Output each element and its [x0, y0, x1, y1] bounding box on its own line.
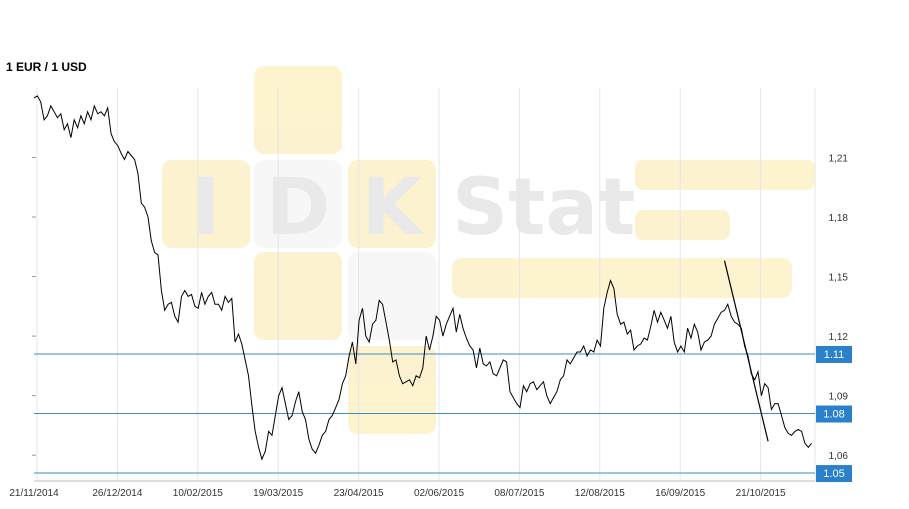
watermark-block [348, 346, 436, 434]
series-line [33, 95, 812, 461]
reference-tag-label: 1.08 [823, 409, 844, 421]
watermark-block [254, 160, 342, 248]
watermark-letter: D [266, 163, 331, 253]
watermark-logo: I D K Stat [162, 66, 815, 434]
y-tick-label: 1,18 [829, 213, 849, 224]
y-tick-label: 1,21 [829, 153, 849, 164]
x-tick-label: 12/08/2015 [575, 488, 625, 499]
series-group [33, 95, 812, 461]
watermark-letter: K [362, 163, 425, 253]
watermark-block [254, 252, 342, 340]
x-tick-label: 21/10/2015 [736, 488, 786, 499]
x-tick-label: 23/04/2015 [334, 488, 384, 499]
watermark-block [254, 66, 342, 154]
x-tick-label: 16/09/2015 [655, 488, 705, 499]
reference-tag [816, 465, 852, 483]
x-tick-label: 19/03/2015 [253, 488, 303, 499]
y-tick-label: 1,15 [829, 273, 849, 284]
vertical-gridlines [36, 88, 816, 481]
watermark-block [635, 160, 815, 190]
y-tick-label: 1,09 [829, 392, 849, 403]
watermark-letter: I [191, 163, 220, 253]
reference-tag-label: 1.05 [823, 468, 844, 480]
watermark-block [348, 252, 436, 340]
y-tick-label: 1,06 [829, 451, 849, 462]
watermark-block [452, 258, 792, 298]
trend-line [723, 260, 769, 442]
x-tick-label: 26/12/2014 [92, 488, 142, 499]
watermark-letter: Stat [452, 163, 635, 253]
watermark-block [635, 210, 730, 240]
axes: 21/11/2014 26/12/2014 10/02/2015 19/03/2015… [9, 153, 848, 499]
reference-tag [816, 405, 852, 423]
watermark-block [162, 160, 250, 248]
x-tick-label: 08/07/2015 [494, 488, 544, 499]
x-tick-label: 02/06/2015 [414, 488, 464, 499]
x-tick-label: 21/11/2014 [9, 488, 59, 499]
x-tick-label: 10/02/2015 [173, 488, 223, 499]
chart-title: 1 EUR / 1 USD [6, 60, 87, 74]
watermark-block [348, 160, 436, 248]
y-tick-label: 1,12 [829, 332, 849, 343]
reference-tags: 1.11 1.08 1.05 [816, 345, 852, 483]
reference-tag [816, 345, 852, 363]
reference-tag-label: 1.11 [824, 349, 845, 361]
